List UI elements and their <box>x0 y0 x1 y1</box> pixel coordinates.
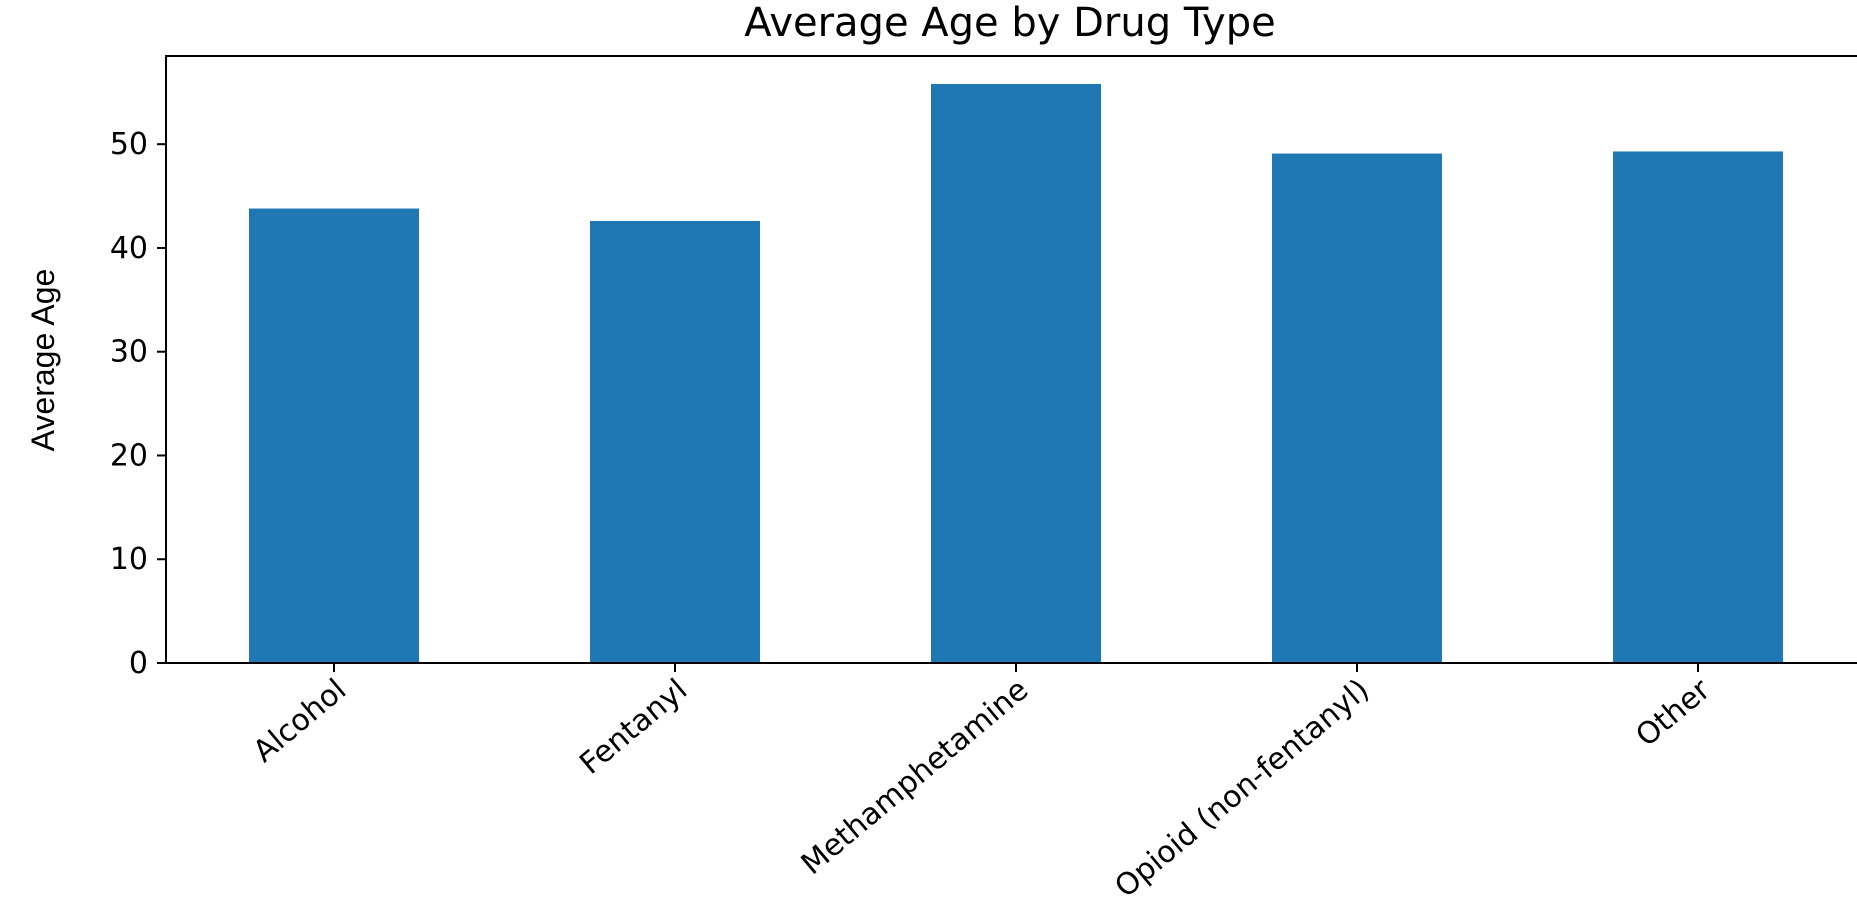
x-tick-label: Other <box>1629 672 1717 754</box>
plot-frame <box>165 55 1857 664</box>
x-tick-label: Opioid (non-fentanyl) <box>1108 672 1376 905</box>
bar-methamphetamine <box>931 84 1101 663</box>
y-tick-label: 40 <box>110 231 148 266</box>
y-tick-label: 50 <box>110 127 148 162</box>
bar-fentanyl <box>590 220 760 663</box>
y-tick-label: 0 <box>129 646 148 681</box>
y-axis-label: Average Age <box>25 269 61 452</box>
x-ticks: Alcohol Fentanyl Methamphetamine Opioid (no… <box>247 663 1718 905</box>
x-tick-label: Methamphetamine <box>795 672 1035 882</box>
x-tick-label: Fentanyl <box>573 672 694 781</box>
bar-alcohol <box>249 208 419 663</box>
y-tick-label: 10 <box>110 542 148 577</box>
y-ticks: 0 10 20 30 40 50 <box>110 127 166 681</box>
x-tick-label: Alcohol <box>247 672 353 769</box>
axes-layer <box>165 55 1857 664</box>
bar-opioid-non-fentanyl <box>1272 153 1442 664</box>
y-tick-label: 30 <box>110 335 148 370</box>
bars-layer <box>249 84 1783 664</box>
y-tick-label: 20 <box>110 438 148 473</box>
chart-title: Average Age by Drug Type <box>744 0 1275 46</box>
bar-other <box>1613 151 1783 663</box>
